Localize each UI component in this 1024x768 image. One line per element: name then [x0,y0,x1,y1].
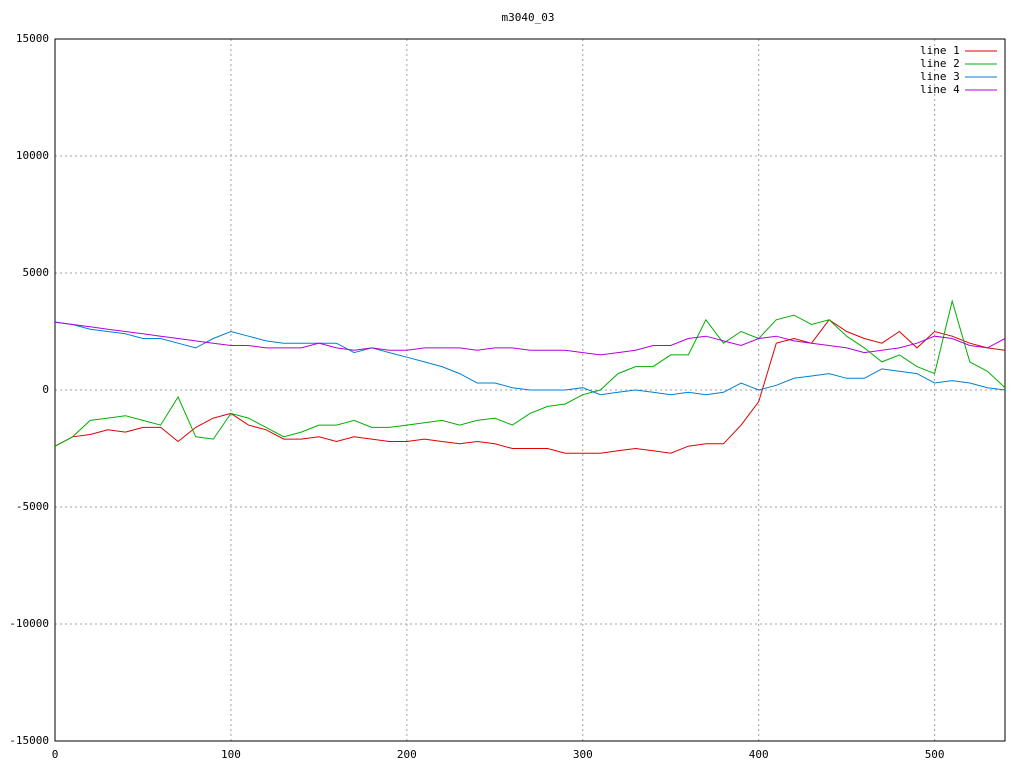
legend-label: line 1 [920,44,960,57]
series-line [54,299,1006,447]
x-tick-label: 100 [221,748,241,761]
series-line [54,321,1006,396]
y-tick-label: -5000 [16,500,49,513]
y-tick-label: 5000 [23,266,50,279]
x-tick-label: 300 [573,748,593,761]
y-tick-label: -10000 [9,617,49,630]
x-tick-label: 500 [925,748,945,761]
y-tick-label: 0 [42,383,49,396]
series-line [54,321,1006,356]
y-tick-label: 10000 [16,149,49,162]
x-tick-label: 0 [52,748,59,761]
legend-label: line 2 [920,57,960,70]
x-tick-label: 400 [749,748,769,761]
chart-title: m3040_03 [502,11,555,24]
series-line [54,319,1006,454]
y-tick-label: -15000 [9,734,49,747]
y-tick-label: 15000 [16,32,49,45]
legend-label: line 3 [920,70,960,83]
x-tick-label: 200 [397,748,417,761]
legend-label: line 4 [920,83,960,96]
